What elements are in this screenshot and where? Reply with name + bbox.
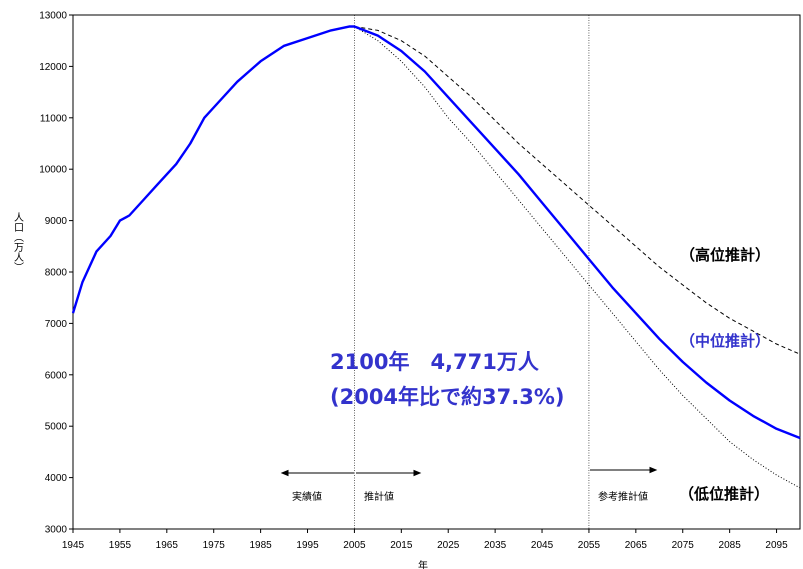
low-series-label: （低位推計） [679,485,769,503]
series-line-dashed [354,26,801,355]
plot-area [72,14,801,530]
y-tick-label: 6000 [45,370,68,381]
x-tick-label: 2035 [484,540,507,551]
y-tick-label: 13000 [39,11,67,22]
x-tick-label: 2095 [765,540,788,551]
sanko-arrowhead [649,466,658,474]
y-tick-label: 8000 [45,268,68,279]
x-tick-label: 1995 [296,540,319,551]
x-tick-label: 2055 [578,540,601,551]
annotation-line-1: 2100年 4,771万人 [330,350,539,374]
y-tick-label: 10000 [39,165,67,176]
sanko-label: 参考推計値 [598,490,648,503]
period-arrows [280,466,658,477]
x-axis: 1945 1955 1965 1975 1985 1995 2005 2015 2025 2035… [62,529,788,551]
x-tick-label: 1965 [156,540,179,551]
y-axis-label: 人口（万人） [12,212,24,272]
y-tick-label: 4000 [45,473,68,484]
x-tick-label: 1985 [249,540,272,551]
divider-lines [354,15,590,529]
x-tick-label: 2065 [625,540,648,551]
x-axis-label: 年 [418,559,428,569]
mid-series-label: （中位推計） [680,332,770,350]
y-tick-label: 11000 [40,113,68,124]
y-tick-label: 3000 [45,525,68,536]
x-tick-label: 2025 [437,540,460,551]
suikei-label: 推計値 [364,490,394,503]
high-series-label: （高位推計） [680,246,770,264]
x-tick-label: 2015 [390,540,413,551]
x-tick-label: 2005 [343,540,366,551]
x-tick-label: 1945 [62,540,85,551]
x-tick-label: 2085 [719,540,742,551]
suikei-arrowhead [413,469,422,477]
y-axis: 3000 4000 5000 6000 7000 8000 9000 10000 11000 12… [39,11,73,536]
annotation-line-2: (2004年比で約37.3%) [330,385,565,409]
series-lines [71,25,801,489]
x-tick-label: 2075 [672,540,695,551]
x-tick-label: 1955 [109,540,132,551]
x-tick-label: 2045 [531,540,554,551]
series-line-solid [71,25,801,440]
y-tick-label: 7000 [45,319,68,330]
series-line-dotted [354,26,801,489]
jisseki-label: 実績値 [292,490,322,503]
x-tick-label: 1975 [203,540,226,551]
y-tick-label: 5000 [45,422,68,433]
y-tick-label: 9000 [45,216,68,227]
jisseki-arrowhead [280,469,289,477]
y-tick-label: 12000 [39,62,67,73]
